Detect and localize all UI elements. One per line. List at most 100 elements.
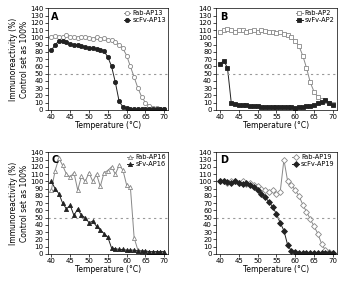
Fab-AP2 [316,95,320,98]
svFv-AP2 [248,105,252,108]
Fab-AP2 [323,100,327,103]
Fab-AP19 [259,187,264,190]
Fab-AP16 [158,251,163,254]
sFv-AP16 [95,224,99,228]
scFv-AP13 [91,47,95,50]
svFv-AP2 [274,105,278,109]
svFv-AP2 [308,105,312,108]
Fab-AP19 [308,217,312,221]
Fab-AP13 [49,36,53,39]
Fab-AP16 [64,173,68,176]
scFv-AP19 [278,221,282,224]
Fab-AP2 [297,45,301,48]
scFv-AP13 [128,107,132,111]
X-axis label: Temperature (°C): Temperature (°C) [75,265,141,274]
sFv-AP16 [91,219,95,223]
Fab-AP19 [240,180,244,183]
scFv-AP13 [87,46,91,49]
Text: C: C [51,155,58,166]
sFv-AP16 [128,248,132,252]
scFv-AP19 [308,251,312,255]
Fab-AP19 [225,181,230,184]
Fab-AP13 [68,35,72,38]
scFv-AP13 [109,65,114,68]
svFv-AP2 [229,101,233,104]
Fab-AP13 [151,106,155,109]
Fab-AP2 [271,30,275,33]
Fab-AP19 [248,181,252,184]
Fab-AP13 [140,95,144,98]
Line: svFv-AP2: svFv-AP2 [218,59,335,110]
sFv-AP16 [53,187,57,190]
Fab-AP19 [331,251,335,255]
svFv-AP2 [316,102,320,105]
Fab-AP19 [278,191,282,194]
Fab-AP13 [109,39,114,42]
scFv-AP13 [158,107,163,111]
scFv-AP19 [320,251,324,255]
Fab-AP13 [128,65,132,68]
scFv-AP19 [331,251,335,255]
Fab-AP2 [278,30,282,33]
svFv-AP2 [282,105,286,109]
Fab-AP13 [106,38,110,41]
Fab-AP16 [53,169,57,172]
svFv-AP2 [293,106,297,109]
Fab-AP16 [91,180,95,183]
sFv-AP16 [155,250,159,253]
X-axis label: Temperature (°C): Temperature (°C) [75,121,141,130]
Fab-AP13 [98,37,102,41]
Fab-AP13 [72,36,76,39]
scFv-AP19 [271,205,275,208]
scFv-AP13 [117,100,121,103]
Fab-AP2 [263,29,267,33]
svFv-AP2 [267,105,271,109]
Fab-AP2 [222,28,226,32]
sFv-AP16 [143,249,148,253]
scFv-AP19 [218,180,222,183]
scFv-AP13 [68,42,72,46]
Text: D: D [220,155,228,166]
svFv-AP2 [327,101,331,104]
Fab-AP13 [61,36,65,39]
scFv-AP13 [113,81,117,84]
Fab-AP2 [225,27,230,30]
scFv-AP13 [64,41,68,44]
Fab-AP2 [229,28,233,32]
Fab-AP2 [301,54,305,57]
Fab-AP2 [274,31,278,35]
sFv-AP16 [57,192,61,195]
sFv-AP16 [87,221,91,224]
svFv-AP2 [278,105,282,109]
Fab-AP16 [76,188,80,192]
Fab-AP2 [312,90,316,93]
Line: scFv-AP19: scFv-AP19 [218,179,335,255]
sFv-AP16 [76,207,80,211]
Fab-AP13 [64,34,68,37]
X-axis label: Temperature (°C): Temperature (°C) [243,121,309,130]
Fab-AP2 [308,81,312,84]
sFv-AP16 [61,201,65,205]
Fab-AP13 [95,36,99,39]
scFv-AP19 [225,180,230,184]
sFv-AP16 [64,207,68,211]
Fab-AP19 [301,203,305,206]
Fab-AP19 [293,188,297,192]
scFv-AP19 [274,212,278,216]
Fab-AP19 [320,242,324,245]
Line: sFv-AP16: sFv-AP16 [49,179,166,254]
scFv-AP19 [282,229,286,232]
sFv-AP16 [121,248,125,251]
scFv-AP13 [80,45,84,48]
Line: Fab-AP2: Fab-AP2 [218,27,335,106]
Fab-AP16 [80,175,84,178]
Fab-AP16 [61,164,65,167]
Fab-AP19 [218,180,222,183]
Y-axis label: Immunoreactivity (%)
Control set as 100%: Immunoreactivity (%) Control set as 100% [9,162,29,245]
Fab-AP13 [53,34,57,38]
Fab-AP19 [263,188,267,192]
Fab-AP13 [57,35,61,38]
scFv-AP19 [286,243,290,247]
scFv-AP19 [237,181,241,184]
Fab-AP2 [218,30,222,33]
